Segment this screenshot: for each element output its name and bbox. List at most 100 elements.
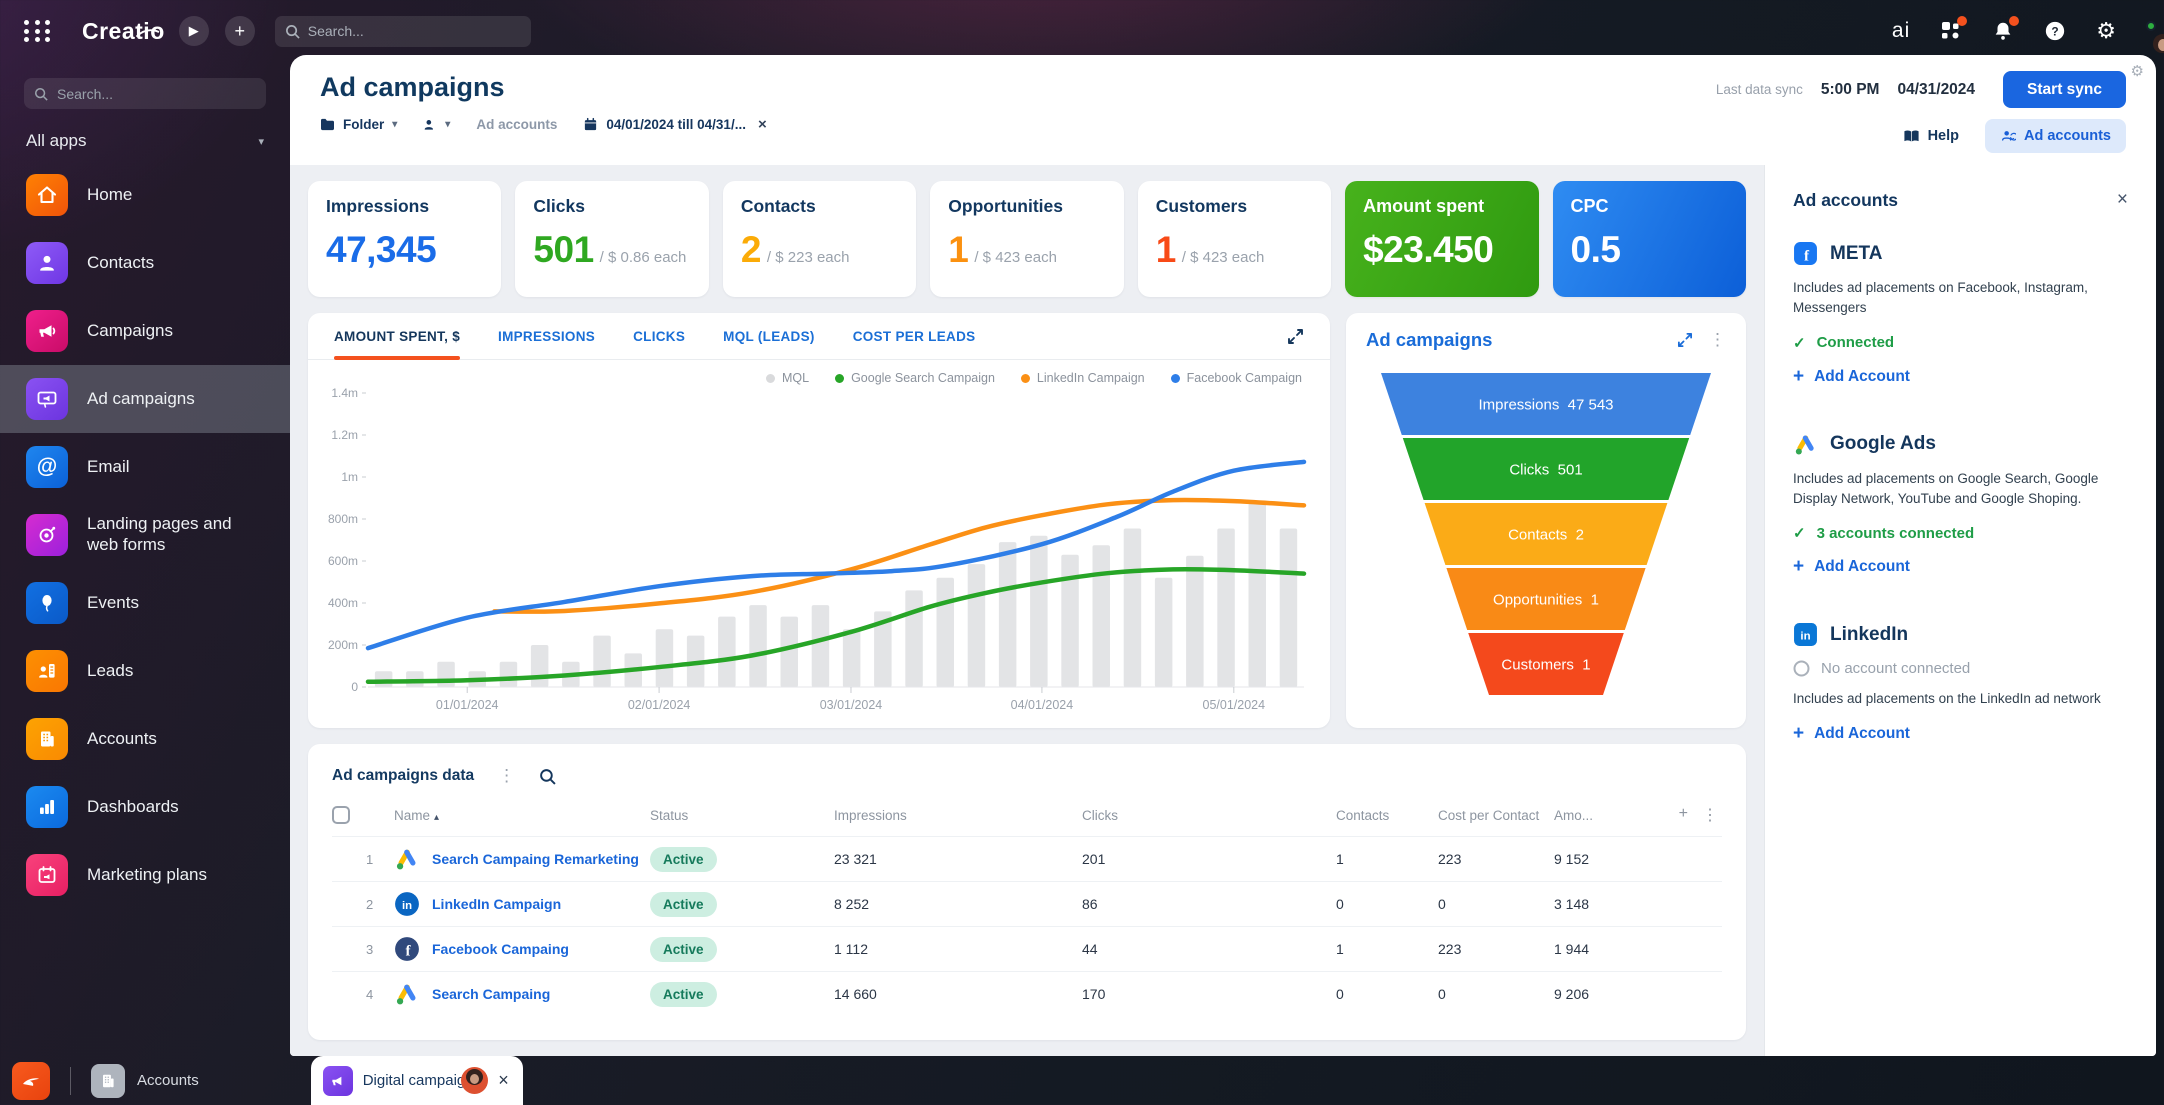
help-icon[interactable]: ? bbox=[2044, 20, 2066, 42]
kpi-value: 47,345 bbox=[326, 229, 437, 270]
building-icon bbox=[91, 1063, 125, 1098]
taskbar-active-tab[interactable]: Digital campaig × bbox=[310, 1056, 523, 1105]
tab-impressions[interactable]: IMPRESSIONS bbox=[498, 328, 596, 344]
cell-clicks: 44 bbox=[1082, 941, 1098, 957]
connection-status: ✓ Connected bbox=[1793, 334, 1895, 352]
clear-date-filter-icon[interactable]: × bbox=[757, 116, 767, 133]
table-settings-kebab-icon[interactable]: ⋮ bbox=[1702, 807, 1718, 824]
cell-impressions: 14 660 bbox=[834, 986, 877, 1002]
play-button[interactable]: ▶ bbox=[178, 16, 209, 46]
date-range-filter[interactable]: 04/01/2024 till 04/31/... × bbox=[583, 116, 767, 133]
ad-account-description: Includes ad placements on the LinkedIn a… bbox=[1793, 691, 2101, 706]
start-sync-button[interactable]: Start sync bbox=[2003, 71, 2126, 108]
kpi-card-clicks[interactable]: Clicks 501 / $ 0.86 each bbox=[515, 181, 709, 297]
kpi-value: 1 bbox=[948, 229, 969, 270]
kpi-card-contacts[interactable]: Contacts 2/ $ 223 each bbox=[722, 181, 917, 297]
close-tab-icon[interactable]: × bbox=[498, 1070, 509, 1090]
sidebar-item-leads[interactable]: Leads bbox=[0, 637, 290, 705]
creatio-taskbar-icon[interactable] bbox=[12, 1061, 50, 1100]
add-button[interactable]: + bbox=[224, 16, 255, 46]
legend-item[interactable]: Facebook Campaign bbox=[1170, 371, 1302, 385]
funnel-menu-kebab-icon[interactable]: ⋮ bbox=[1709, 330, 1726, 349]
all-apps-dropdown[interactable]: All apps ▾ bbox=[26, 131, 264, 151]
kpi-card-customers[interactable]: Customers 1/ $ 423 each bbox=[1137, 181, 1332, 297]
kpi-card-opportunities[interactable]: Opportunities 1 / $ 423 each bbox=[930, 181, 1124, 297]
kpi-label: Opportunities bbox=[948, 196, 1063, 216]
dashboard-content: Impressions 47,345 Clicks 501 / $ 0.86 ea… bbox=[290, 165, 1764, 1056]
sidebar-item-campaigns[interactable]: Campaigns bbox=[0, 297, 290, 365]
column-header-impressions[interactable]: Impressions bbox=[834, 807, 907, 823]
sidebar-item-marketing-plans[interactable]: Marketing plans bbox=[0, 841, 290, 909]
tab-cost-per-leads[interactable]: COST PER LEADS bbox=[852, 328, 976, 344]
ai-assistant-icon[interactable]: ai bbox=[1891, 19, 1911, 42]
add-account-link[interactable]: + Add Account bbox=[1793, 723, 1910, 745]
global-search-input[interactable]: Search... bbox=[274, 15, 531, 47]
table-row[interactable]: 2 in LinkedIn Campaign Active 8 252 86 0 … bbox=[332, 881, 1722, 926]
svg-text:400m: 400m bbox=[328, 596, 358, 610]
add-column-icon[interactable]: + bbox=[1678, 805, 1688, 822]
legend-item[interactable]: MQL bbox=[765, 371, 809, 385]
sidebar-item-home[interactable]: Home bbox=[0, 161, 290, 229]
taskbar-item-accounts[interactable]: Accounts bbox=[91, 1063, 199, 1098]
table-search-icon[interactable] bbox=[539, 768, 556, 785]
kpi-card-impressions[interactable]: Impressions 47,345 bbox=[308, 181, 502, 297]
campaign-link[interactable]: LinkedIn Campaign bbox=[432, 896, 562, 912]
kpi-card-amount-spent[interactable]: Amount spent $23.450 bbox=[1345, 181, 1539, 297]
sidebar-item-ad-campaigns[interactable]: Ad campaigns bbox=[0, 365, 290, 433]
funnel-chart: Impressions 47 543 Clicks 501 Contacts 2 Op… bbox=[1381, 373, 1711, 695]
table-row[interactable]: 3 f Facebook Campaing Active 1 112 44 1 2… bbox=[332, 926, 1722, 971]
column-header-cost-per-contact[interactable]: Cost per Contact bbox=[1438, 807, 1540, 823]
sidebar-item-accounts[interactable]: Accounts bbox=[0, 705, 290, 773]
campaign-link[interactable]: Search Campaing Remarketing bbox=[432, 851, 639, 867]
expand-funnel-icon[interactable] bbox=[1677, 332, 1693, 348]
settings-gear-icon[interactable]: ⚙ bbox=[2096, 18, 2116, 43]
add-account-link[interactable]: + Add Account bbox=[1793, 556, 1910, 577]
plus-icon: + bbox=[1793, 723, 1805, 745]
add-account-link[interactable]: + Add Account bbox=[1793, 365, 1910, 387]
campaign-link[interactable]: Search Campaing bbox=[432, 986, 551, 1002]
ad-accounts-button[interactable]: Ad accounts bbox=[1984, 119, 2126, 153]
svg-text:in: in bbox=[1800, 630, 1810, 642]
owner-filter-dropdown[interactable]: ▾ bbox=[423, 118, 450, 132]
svg-text:Customers 1: Customers 1 bbox=[1501, 657, 1590, 674]
sidebar-item-contacts[interactable]: Contacts bbox=[0, 229, 290, 297]
accounts-sync-icon bbox=[2001, 131, 2016, 141]
folder-filter-dropdown[interactable]: Folder ▾ bbox=[320, 117, 397, 132]
panel-settings-gear-icon[interactable]: ⚙ bbox=[2130, 63, 2144, 80]
tab-mql-leads[interactable]: MQL (LEADS) bbox=[723, 328, 815, 344]
notifications-bell-icon[interactable] bbox=[1992, 16, 2020, 42]
sidebar-item-dashboards[interactable]: Dashboards bbox=[0, 773, 290, 841]
help-link[interactable]: Help bbox=[1903, 128, 1959, 144]
legend-item[interactable]: LinkedIn Campaign bbox=[1020, 371, 1145, 385]
expand-chart-icon[interactable] bbox=[1287, 313, 1304, 359]
ad-account-section-linkedin: in LinkedIn No account connected Include… bbox=[1793, 622, 2128, 745]
table-menu-kebab-icon[interactable]: ⋮ bbox=[498, 766, 516, 785]
cell-cost-per-contact: 0 bbox=[1438, 986, 1446, 1002]
close-panel-icon[interactable]: × bbox=[2116, 189, 2128, 210]
sidebar-item-events[interactable]: Events bbox=[0, 569, 290, 637]
global-search-placeholder: Search... bbox=[307, 23, 364, 39]
megaphone-icon bbox=[26, 310, 68, 352]
column-header-contacts[interactable]: Contacts bbox=[1336, 807, 1390, 823]
balloon-icon bbox=[26, 582, 68, 624]
ad-account-description: Includes ad placements on Facebook, Inst… bbox=[1793, 280, 2088, 316]
table-row[interactable]: 1 Search Campaing Remarketing Active 23 … bbox=[332, 836, 1722, 881]
funnel-title[interactable]: Ad campaigns bbox=[1366, 329, 1493, 350]
marketplace-apps-icon[interactable] bbox=[1940, 16, 1968, 42]
sidebar-item-email[interactable]: @ Email bbox=[0, 433, 290, 501]
tab-amount-spent[interactable]: AMOUNT SPENT, $ bbox=[334, 313, 461, 360]
campaign-link[interactable]: Facebook Campaing bbox=[432, 941, 569, 957]
kpi-card-cpc[interactable]: CPC 0.5 bbox=[1552, 181, 1746, 297]
select-all-checkbox[interactable] bbox=[332, 806, 350, 824]
legend-item[interactable]: Google Search Campaign bbox=[835, 371, 995, 385]
column-header-clicks[interactable]: Clicks bbox=[1082, 807, 1118, 823]
sidebar-search-input[interactable]: Search... bbox=[24, 78, 266, 109]
table-row[interactable]: 4 Search Campaing Active 14 660 170 0 0 … bbox=[332, 971, 1722, 1016]
sidebar-item-label: Accounts bbox=[87, 728, 157, 748]
app-launcher-icon[interactable] bbox=[24, 20, 52, 42]
column-header-status[interactable]: Status bbox=[650, 807, 689, 823]
column-header-name[interactable]: Name ▴ bbox=[394, 807, 440, 823]
tab-clicks[interactable]: CLICKS bbox=[633, 328, 686, 344]
sidebar-item-landing-pages[interactable]: Landing pages and web forms bbox=[0, 501, 290, 569]
column-header-amount[interactable]: Amo... bbox=[1554, 807, 1594, 823]
